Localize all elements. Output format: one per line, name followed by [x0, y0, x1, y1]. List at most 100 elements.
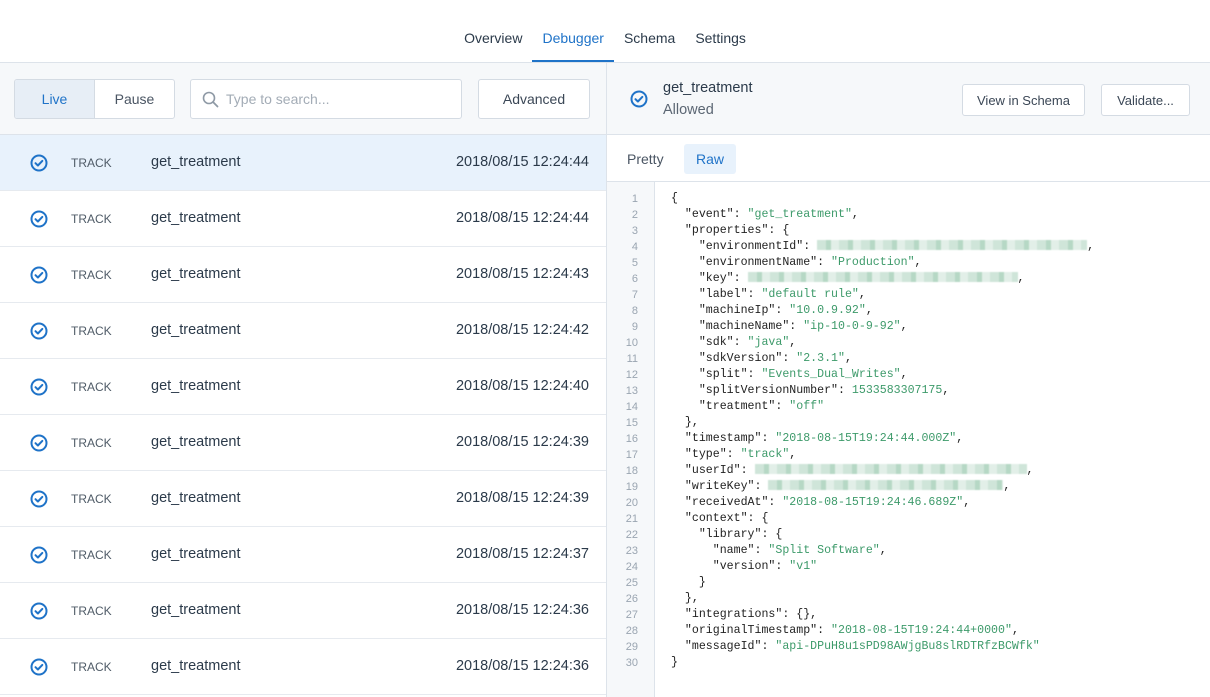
code-line: "timestamp": "2018-08-15T19:24:44.000Z",: [671, 431, 1094, 447]
event-row[interactable]: TRACK get_treatment 2018/08/15 12:24:44: [0, 135, 606, 191]
json-value: "2018-08-15T19:24:44+0000": [831, 624, 1012, 637]
event-type: TRACK: [71, 212, 112, 226]
code-line: "context": {: [671, 511, 1094, 527]
json-key: "splitVersionNumber":: [698, 384, 852, 397]
tab-overview[interactable]: Overview: [464, 30, 523, 46]
event-type: TRACK: [71, 156, 112, 170]
line-number: 19: [625, 481, 638, 493]
json-punct: ,: [914, 256, 922, 269]
json-value: "api-DPuH8u1sPD98AWjgBu8slRDTRfzBCWfk": [775, 640, 1040, 653]
json-key: },: [684, 416, 699, 429]
code-line: "originalTimestamp": "2018-08-15T19:24:4…: [671, 623, 1094, 639]
code-line: "event": "get_treatment",: [671, 207, 1094, 223]
json-key: "name":: [712, 544, 769, 557]
code-line: "sdk": "java",: [671, 335, 1094, 351]
event-detail-panel: get_treatment Allowed View in Schema Val…: [607, 63, 1210, 697]
event-list: TRACK get_treatment 2018/08/15 12:24:44 TRA…: [0, 135, 606, 695]
json-key: "treatment":: [698, 400, 790, 413]
json-key: }: [698, 576, 706, 589]
json-key: "event":: [684, 208, 748, 221]
live-button[interactable]: Live: [15, 80, 95, 118]
line-number: 17: [625, 449, 638, 461]
json-key: "library": {: [698, 528, 783, 541]
pause-button[interactable]: Pause: [114, 91, 155, 107]
json-key: "environmentName":: [698, 256, 832, 269]
check-circle-icon: [30, 154, 48, 172]
check-circle-icon: [30, 322, 48, 340]
json-punct: ,: [900, 320, 908, 333]
line-number: 14: [625, 401, 638, 413]
line-number: 8: [631, 305, 638, 317]
event-row[interactable]: TRACK get_treatment 2018/08/15 12:24:42: [0, 303, 606, 359]
line-number: 22: [625, 529, 638, 541]
json-value: "v1": [789, 560, 818, 573]
json-key: "originalTimestamp":: [684, 624, 832, 637]
event-row[interactable]: TRACK get_treatment 2018/08/15 12:24:39: [0, 471, 606, 527]
json-key: "machineIp":: [698, 304, 790, 317]
event-list-panel: Live Pause Advanced TRACK get_treatment 20…: [0, 63, 607, 697]
event-row[interactable]: TRACK get_treatment 2018/08/15 12:24:36: [0, 639, 606, 695]
json-punct: ,: [963, 496, 971, 509]
json-key: {: [671, 192, 678, 205]
line-number: 21: [625, 513, 638, 525]
line-number: 26: [625, 593, 638, 605]
advanced-button[interactable]: Advanced: [478, 79, 590, 119]
event-row[interactable]: TRACK get_treatment 2018/08/15 12:24:36: [0, 583, 606, 639]
code-line: "environmentId": ,: [671, 239, 1094, 255]
json-punct: ,: [956, 432, 964, 445]
json-key: }: [671, 656, 678, 669]
code-line: "messageId": "api-DPuH8u1sPD98AWjgBu8slR…: [671, 639, 1094, 655]
tab-settings[interactable]: Settings: [695, 30, 746, 46]
json-key: "writeKey":: [684, 480, 769, 493]
line-number: 1: [631, 193, 638, 205]
line-number: 12: [625, 369, 638, 381]
redacted-value: [768, 480, 1004, 490]
tab-schema[interactable]: Schema: [623, 30, 676, 46]
event-row[interactable]: TRACK get_treatment 2018/08/15 12:24:44: [0, 191, 606, 247]
json-key: },: [684, 592, 699, 605]
event-name: get_treatment: [151, 434, 241, 450]
code-line: }: [671, 575, 1094, 591]
view-in-schema-button[interactable]: View in Schema: [962, 84, 1085, 116]
line-number: 7: [631, 289, 638, 301]
tab-raw[interactable]: Raw: [684, 144, 737, 174]
line-number: 25: [625, 577, 638, 589]
json-punct: ,: [851, 208, 859, 221]
event-row[interactable]: TRACK get_treatment 2018/08/15 12:24:40: [0, 359, 606, 415]
code-line: "key": ,: [671, 271, 1094, 287]
json-key: "label":: [698, 288, 762, 301]
event-row[interactable]: TRACK get_treatment 2018/08/15 12:24:39: [0, 415, 606, 471]
json-punct: ,: [865, 304, 873, 317]
event-type: TRACK: [71, 436, 112, 450]
redacted-value: [754, 464, 1027, 474]
line-number: 30: [625, 657, 638, 669]
code-line: "name": "Split Software",: [671, 543, 1094, 559]
code-line: "library": {: [671, 527, 1094, 543]
check-circle-icon: [30, 266, 48, 284]
json-key: "context": {: [684, 512, 769, 525]
tab-pretty[interactable]: Pretty: [627, 151, 664, 167]
json-punct: ,: [789, 448, 797, 461]
json-value: "Events_Dual_Writes": [761, 368, 901, 381]
json-punct: ,: [1087, 240, 1095, 253]
line-number: 18: [625, 465, 638, 477]
json-key: "sdkVersion":: [698, 352, 797, 365]
event-type: TRACK: [71, 660, 112, 674]
check-circle-icon: [30, 434, 48, 452]
line-number: 16: [625, 433, 638, 445]
code-line: "receivedAt": "2018-08-15T19:24:46.689Z"…: [671, 495, 1094, 511]
search-input[interactable]: [226, 88, 451, 110]
line-number: 23: [625, 545, 638, 557]
event-type: TRACK: [71, 548, 112, 562]
event-name: get_treatment: [151, 546, 241, 562]
line-number: 13: [625, 385, 638, 397]
event-row[interactable]: TRACK get_treatment 2018/08/15 12:24:43: [0, 247, 606, 303]
json-punct: ,: [1011, 624, 1019, 637]
tab-debugger[interactable]: Debugger: [532, 0, 614, 62]
validate-button[interactable]: Validate...: [1101, 84, 1190, 116]
event-row[interactable]: TRACK get_treatment 2018/08/15 12:24:37: [0, 527, 606, 583]
json-punct: ,: [942, 384, 950, 397]
event-time: 2018/08/15 12:24:43: [455, 266, 589, 282]
line-number: 11: [626, 353, 638, 365]
json-punct: ,: [858, 288, 866, 301]
